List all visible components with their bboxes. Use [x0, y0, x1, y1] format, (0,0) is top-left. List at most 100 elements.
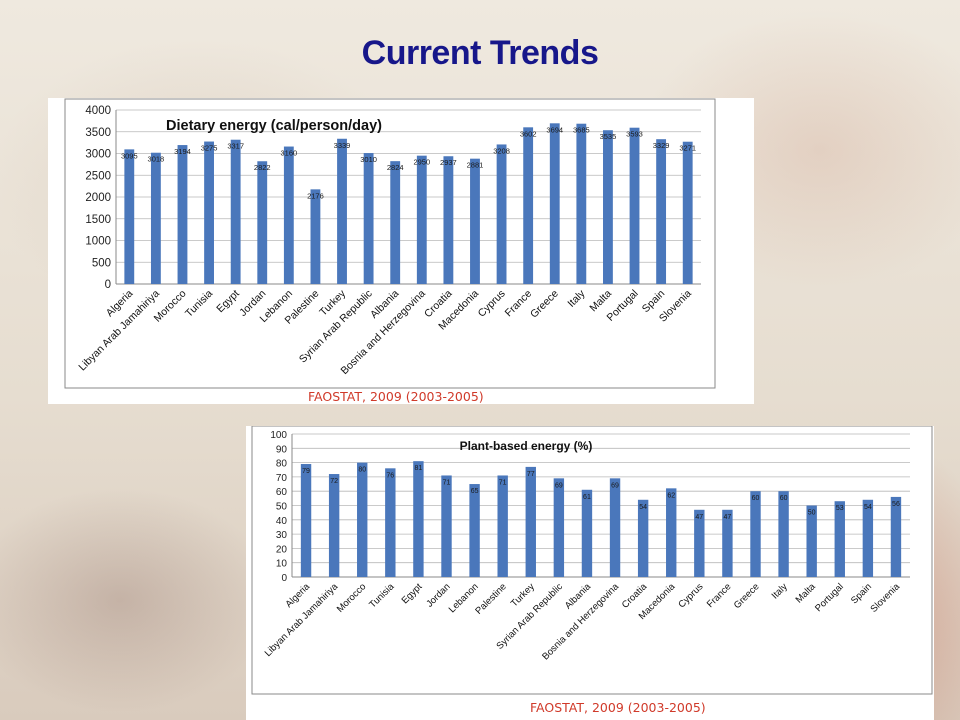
bar-macedonia: [470, 158, 480, 284]
bar-bosnia-and-herzegovina: [416, 155, 427, 284]
data-label: 3018: [148, 155, 165, 164]
slide-title: Current Trends: [361, 34, 599, 72]
source-caption-2: FAOSTAT, 2009 (2003-2005): [530, 700, 706, 715]
data-label: 62: [667, 492, 675, 499]
bar-italy: [778, 491, 789, 577]
bar-malta: [603, 130, 613, 284]
y-tick-label: 4000: [85, 105, 111, 117]
bar-spain: [656, 139, 667, 284]
data-label: 81: [415, 465, 423, 472]
data-label: 65: [471, 488, 479, 495]
bar-algeria: [124, 149, 135, 284]
bar-croatia: [637, 499, 649, 577]
bar-morocco: [177, 145, 188, 284]
data-label: 3208: [493, 146, 510, 155]
data-label: 3010: [360, 155, 377, 164]
data-label: 2937: [440, 158, 457, 167]
bar-jordan: [441, 475, 452, 577]
bar-tunisia: [204, 141, 214, 284]
y-tick-label: 1500: [85, 214, 111, 226]
bar-croatia: [443, 156, 454, 284]
data-label: 47: [724, 514, 732, 521]
data-label: 2950: [413, 158, 430, 167]
bar-greece: [750, 491, 761, 577]
bar-libyan-arab-jamahiriya: [328, 474, 340, 577]
y-tick-label: 60: [276, 487, 288, 498]
data-label: 3194: [174, 147, 191, 156]
bar-malta: [806, 505, 817, 577]
bar-cyprus: [694, 509, 705, 577]
y-tick-label: 90: [276, 444, 288, 455]
data-label: 47: [695, 514, 703, 521]
bar-greece: [549, 123, 560, 284]
data-label: 69: [611, 482, 619, 489]
data-label: 2881: [467, 161, 484, 170]
data-label: 72: [330, 478, 338, 485]
bar-portugal: [834, 501, 845, 577]
bar-slovenia: [890, 496, 902, 577]
data-label: 80: [358, 467, 366, 474]
data-label: 76: [386, 472, 394, 479]
data-label: 3329: [653, 141, 670, 150]
data-label: 54: [639, 504, 647, 511]
y-tick-label: 2000: [85, 192, 111, 204]
bar-italy: [576, 123, 587, 284]
data-label: 3685: [573, 126, 590, 135]
bar-france: [523, 127, 534, 284]
y-tick-label: 100: [270, 430, 287, 441]
bar-jordan: [257, 161, 268, 284]
data-label: 79: [302, 468, 310, 475]
chart-title: Plant-based energy (%): [460, 439, 593, 453]
chart-panel-plant-energy: 0 10 20 30 40 50 60 70 80 90 100 Plant-based energy…: [246, 426, 934, 720]
bar-egypt: [230, 139, 241, 284]
data-label: 3095: [121, 151, 138, 160]
y-tick-label: 80: [276, 459, 288, 470]
y-tick-label: 30: [276, 530, 288, 541]
data-label: 61: [583, 494, 591, 501]
bar-syrian-arab-republic: [553, 478, 565, 577]
bar-slovenia: [682, 141, 693, 284]
y-tick-label: 40: [276, 516, 288, 527]
bar-portugal: [629, 127, 640, 284]
data-label: 54: [864, 504, 872, 511]
bar-spain: [862, 499, 874, 577]
y-tick-label: 2500: [85, 170, 111, 182]
y-tick-label: 3000: [85, 149, 111, 161]
bar-lebanon: [469, 484, 480, 577]
bar-macedonia: [666, 488, 677, 577]
data-label: 56: [892, 501, 900, 508]
bar-lebanon: [283, 146, 294, 284]
bar-albania: [581, 489, 593, 577]
data-label: 60: [752, 495, 760, 502]
y-tick-label: 20: [276, 544, 288, 555]
bar-turkey: [525, 466, 536, 577]
bar-morocco: [357, 462, 368, 577]
bar-turkey: [337, 138, 347, 284]
bar-algeria: [300, 464, 312, 577]
data-label: 71: [443, 479, 451, 486]
bar-libyan-arab-jamahiriya: [150, 152, 161, 284]
data-label: 3160: [280, 149, 297, 158]
y-tick-label: 3500: [85, 127, 111, 139]
data-label: 3593: [626, 130, 643, 139]
data-label: 77: [527, 471, 535, 478]
data-label: 2176: [307, 191, 324, 200]
bar-france: [722, 509, 733, 577]
data-label: 3535: [600, 132, 617, 141]
chart-frame: [64, 98, 716, 389]
bar-palestine: [310, 189, 321, 284]
chart-title: Dietary energy (cal/person/day): [166, 118, 382, 134]
data-label: 3271: [679, 144, 696, 153]
data-label: 71: [499, 479, 507, 486]
data-label: 3339: [334, 141, 351, 150]
chart-panel-dietary-energy: 0 500 1000 1500 2000 2500 3000 3500 4000 Dietary …: [48, 98, 754, 404]
bar-palestine: [497, 475, 508, 577]
data-label: 3694: [546, 125, 563, 134]
y-tick-label: 10: [276, 559, 288, 570]
data-label: 2822: [254, 163, 271, 172]
y-tick-label: 70: [276, 473, 288, 484]
data-label: 2824: [387, 163, 404, 172]
bar-cyprus: [496, 144, 507, 284]
bar-tunisia: [385, 468, 396, 577]
data-label: 60: [780, 495, 788, 502]
